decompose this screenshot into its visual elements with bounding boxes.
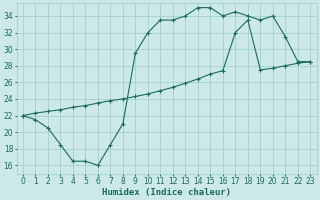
X-axis label: Humidex (Indice chaleur): Humidex (Indice chaleur) [102,188,231,197]
